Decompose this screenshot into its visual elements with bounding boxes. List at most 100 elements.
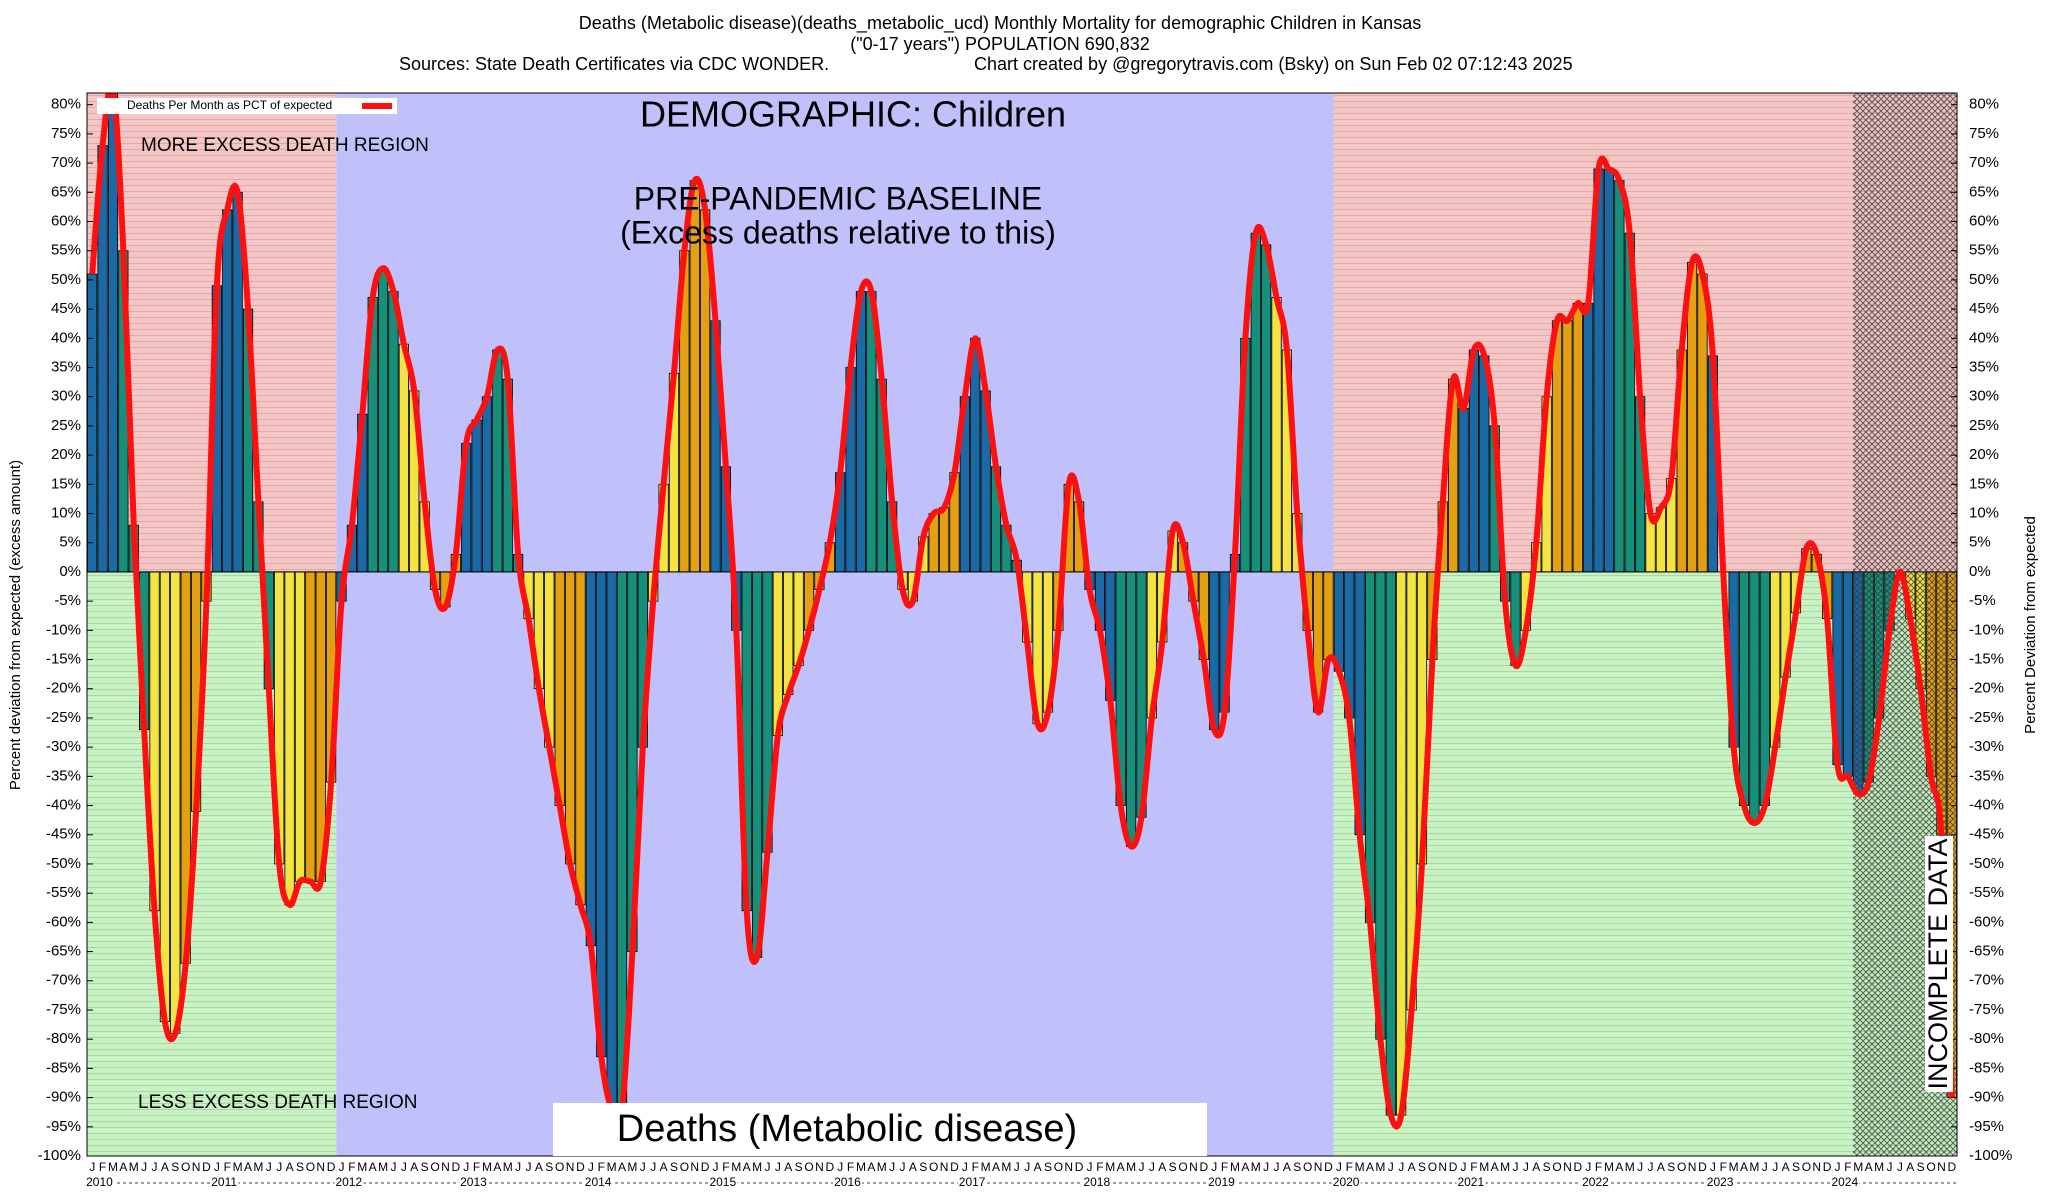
sources: Sources: State Death Certificates via CD… (399, 54, 829, 74)
y2-tick-label: -10% (1969, 621, 2004, 638)
y2-tick-label: -35% (1969, 767, 2004, 784)
x-tick-label: F (1844, 1160, 1851, 1174)
x-tick-label: J (1897, 1160, 1903, 1174)
x-tick-label: S (1917, 1160, 1925, 1174)
y-tick-label: -30% (46, 738, 81, 755)
bar (938, 507, 950, 573)
x-tick-label: O (1802, 1160, 1811, 1174)
year-label: 2013 (460, 1175, 487, 1189)
x-tick-label: D (950, 1160, 959, 1174)
bar (751, 571, 763, 958)
y-tick-label: -20% (46, 680, 81, 697)
x-tick-label: J (1772, 1160, 1778, 1174)
year-label-bg (1456, 1175, 1486, 1190)
x-tick-label: N (1812, 1160, 1821, 1174)
x-tick-label: A (992, 1160, 1000, 1174)
y-tick-label: 5% (59, 534, 81, 551)
line (89, 93, 1955, 1130)
x-tick-label: D (327, 1160, 336, 1174)
chart-title: Deaths (Metabolic disease)(deaths_metabo… (579, 13, 1421, 34)
x-tick-label: M (1001, 1160, 1011, 1174)
x-tick-label: M (1874, 1160, 1884, 1174)
y2-tick-label: 30% (1969, 388, 1999, 405)
x-tick-label: M (503, 1160, 513, 1174)
bar (1738, 571, 1750, 806)
y2-tick-label: -40% (1969, 797, 2004, 814)
x-tick-label: F (1221, 1160, 1228, 1174)
x-tick-label: O (1178, 1160, 1187, 1174)
x-tick-label: A (1615, 1160, 1623, 1174)
x-tick-label: M (1251, 1160, 1261, 1174)
bar (1323, 571, 1334, 660)
x-tick-label: J (1637, 1160, 1643, 1174)
bar (783, 571, 794, 695)
x-tick-label: J (463, 1160, 469, 1174)
year-label-bg (85, 1175, 115, 1190)
year-label: 2015 (709, 1175, 736, 1189)
y2-axis-title: Percent Deviation from expected (2022, 516, 2039, 734)
y2-tick-label: -45% (1969, 826, 2004, 843)
x-tick-label: S (296, 1160, 304, 1174)
x-tick-label: M (1105, 1160, 1115, 1174)
x-tick-label: J (713, 1160, 719, 1174)
bar (1759, 571, 1770, 806)
y-tick-label: 40% (51, 329, 81, 346)
x-tick-label: F (99, 1160, 106, 1174)
x-tick-label: F (1595, 1160, 1602, 1174)
y-tick-label: -5% (54, 592, 81, 609)
x-tick-label: J (390, 1160, 396, 1174)
y-tick-label: -45% (46, 826, 81, 843)
x-tick-label: A (535, 1160, 543, 1174)
y2-tick-label: 50% (1969, 271, 1999, 288)
bar (1261, 244, 1272, 573)
x-tick-label: A (1241, 1160, 1249, 1174)
y-tick-label: -90% (46, 1089, 81, 1106)
x-tick-label: M (1355, 1160, 1365, 1174)
y2-tick-label: -25% (1969, 709, 2004, 726)
x-tick-label: A (1740, 1160, 1748, 1174)
x-tick-label: J (1388, 1160, 1394, 1174)
x-tick-label: A (1283, 1160, 1291, 1174)
annotation-box (1925, 836, 1953, 1092)
x-tick-label: J (1087, 1160, 1093, 1174)
y-tick-label: 25% (51, 417, 81, 434)
x-tick-label: J (1014, 1160, 1020, 1174)
y2-tick-label: -100% (1969, 1147, 2012, 1164)
x-tick-label: J (1138, 1160, 1144, 1174)
y-tick-label: 75% (51, 125, 81, 142)
x-tick-label: M (233, 1160, 243, 1174)
x-tick-label: A (784, 1160, 792, 1174)
bar (1551, 320, 1563, 573)
y2-tick-label: 45% (1969, 300, 1999, 317)
x-tick-label: J (152, 1160, 158, 1174)
y2-tick-label: -20% (1969, 680, 2004, 697)
year-label: 2010 (86, 1175, 113, 1189)
x-tick-label: F (348, 1160, 355, 1174)
annotation: (Excess deaths relative to this) (620, 214, 1056, 250)
x-tick-label: S (1418, 1160, 1426, 1174)
x-tick-label: A (1408, 1160, 1416, 1174)
x-tick-label: J (1710, 1160, 1716, 1174)
bar (1686, 261, 1698, 573)
x-tick-label: N (1314, 1160, 1323, 1174)
x-tick-label: J (889, 1160, 895, 1174)
x-tick-label: M (607, 1160, 617, 1174)
year-label-bg (833, 1175, 863, 1190)
x-tick-label: J (214, 1160, 220, 1174)
x-tick-label: J (775, 1160, 781, 1174)
bar (398, 343, 409, 573)
year-label: 2012 (335, 1175, 362, 1189)
y-tick-label: 20% (51, 446, 81, 463)
bar (1842, 571, 1854, 777)
y2-tick-label: -60% (1969, 913, 2004, 930)
bar (1614, 180, 1625, 573)
bar (970, 337, 981, 573)
y-tick-label: 15% (51, 475, 81, 492)
x-tick-label: F (224, 1160, 231, 1174)
bar (1385, 571, 1396, 1116)
x-tick-label: D (1199, 1160, 1208, 1174)
x-tick-label: M (1375, 1160, 1385, 1174)
y-tick-label: -15% (46, 651, 81, 668)
x-tick-label: N (316, 1160, 325, 1174)
x-tick-label: O (1926, 1160, 1935, 1174)
